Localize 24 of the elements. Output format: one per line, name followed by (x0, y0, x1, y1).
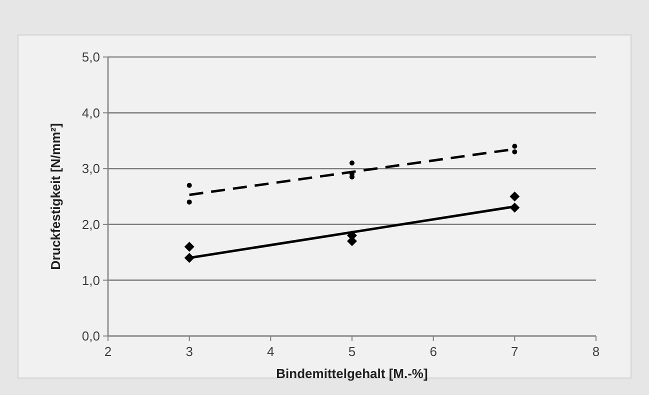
x-tick-label: 7 (511, 344, 518, 359)
x-tick-label: 5 (348, 344, 356, 359)
y-tick-label: 3,0 (82, 161, 100, 176)
point (510, 202, 520, 213)
point (186, 182, 192, 188)
point (350, 160, 354, 166)
y-tick-label: 2,0 (82, 216, 100, 232)
y-tick-label: 1,0 (82, 272, 100, 288)
x-tick-label: 2 (104, 344, 112, 359)
x-axis-title: Bindemittelgehalt [M.-%] (276, 366, 428, 381)
point (184, 252, 194, 263)
x-tick-label: 3 (186, 344, 193, 359)
point (512, 149, 518, 154)
x-tick-label: 4 (267, 344, 274, 359)
point (512, 144, 518, 149)
point (184, 242, 194, 252)
point (186, 200, 192, 205)
y-tick-label: 4,0 (82, 105, 100, 120)
y-tick-label: 5,0 (82, 50, 100, 65)
y-tick-label: 0,0 (82, 328, 100, 344)
x-tick-label: 6 (430, 344, 437, 359)
y-axis-title: Druckfestigkeit [N/mm²] (48, 123, 63, 270)
x-tick-label: 8 (592, 344, 600, 359)
point (510, 192, 520, 202)
